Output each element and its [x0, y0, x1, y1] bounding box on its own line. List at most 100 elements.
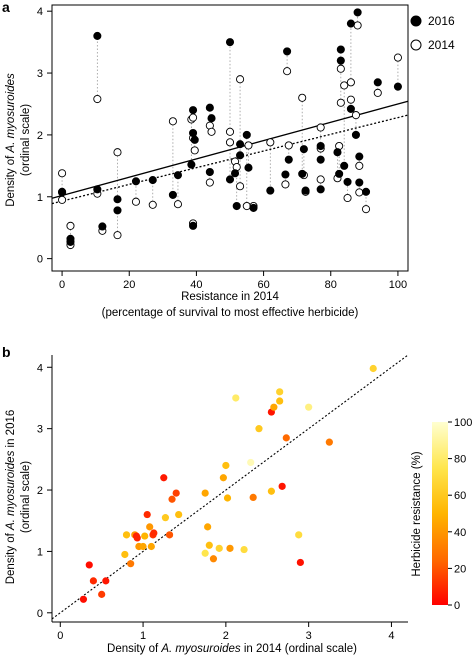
- panel-b-y-label-text: Density of: [5, 530, 17, 584]
- point-2016: [393, 82, 402, 91]
- point-site: [219, 474, 227, 482]
- point-2014: [58, 169, 67, 178]
- colorbar-tick-label: 100: [454, 417, 472, 429]
- legend-marker-2014: [410, 39, 422, 51]
- point-2016: [249, 203, 258, 212]
- point-2016: [189, 106, 198, 115]
- point-2014: [113, 231, 122, 240]
- point-2014: [316, 175, 325, 184]
- point-2014: [66, 221, 75, 230]
- point-site: [209, 555, 218, 563]
- point-2016: [236, 140, 245, 149]
- point-2016: [58, 187, 67, 196]
- y-tick-label: 4: [37, 6, 43, 18]
- legend: 2016 2014: [410, 14, 455, 52]
- point-2014: [346, 95, 355, 104]
- point-2014: [351, 111, 360, 120]
- point-2014: [316, 123, 325, 132]
- panel-a-fit-lines: [51, 100, 409, 205]
- point-2014: [281, 180, 290, 189]
- point-2016: [340, 161, 349, 170]
- point-2016: [187, 160, 196, 169]
- point-2014: [266, 138, 275, 147]
- point-2016: [355, 178, 364, 187]
- point-2016: [333, 148, 342, 157]
- y-tick-label: 2: [37, 485, 43, 497]
- point-site: [201, 549, 209, 557]
- point-2016: [242, 130, 251, 139]
- point-2016: [207, 114, 216, 123]
- point-2016: [225, 38, 235, 47]
- point-2016: [335, 169, 344, 178]
- point-site: [222, 461, 230, 470]
- point-site: [249, 493, 257, 501]
- point-2014: [393, 53, 402, 62]
- point-2014: [361, 205, 371, 214]
- point-2016: [93, 185, 102, 194]
- y-tick-label: 2: [37, 130, 43, 142]
- point-site: [160, 474, 168, 482]
- point-site: [175, 510, 183, 519]
- point-site: [282, 434, 290, 442]
- point-2016: [299, 145, 308, 154]
- point-site: [89, 577, 97, 585]
- point-site: [276, 397, 284, 405]
- point-2014: [244, 141, 253, 150]
- panel-b-x-label-species: A. myosuroides: [160, 643, 241, 655]
- point-2014: [148, 200, 157, 209]
- colorbar-ticks: 0 20 40 60 80 100: [448, 417, 472, 612]
- panel-b-letter: b: [2, 344, 11, 360]
- panel-a-points: [58, 8, 402, 250]
- point-2016: [301, 186, 310, 195]
- y-tick-label: 1: [37, 546, 43, 558]
- point-2014: [355, 188, 364, 197]
- panel-b-y-label: Density of A. myosuroides in 2016: [5, 410, 17, 585]
- point-2016: [298, 169, 307, 178]
- panel-a-ticks: 0 20 40 60 80 100 0 1 2 3 4: [37, 6, 407, 291]
- point-2014: [58, 195, 67, 204]
- point-2016: [316, 141, 325, 151]
- point-2016: [336, 56, 345, 65]
- point-2016: [113, 195, 122, 204]
- panel-a-frame: [51, 4, 409, 272]
- point-site: [205, 541, 213, 549]
- point-2014: [173, 200, 182, 209]
- y-tick-label: 1: [37, 192, 43, 204]
- point-site: [267, 487, 275, 495]
- point-site: [276, 388, 284, 396]
- point-2014: [131, 197, 141, 206]
- point-2014: [225, 138, 235, 147]
- point-2014: [336, 98, 345, 107]
- point-2014: [190, 146, 199, 155]
- point-2016: [346, 104, 355, 113]
- point-site: [215, 544, 223, 552]
- point-2016: [190, 135, 199, 144]
- point-2016: [351, 130, 360, 139]
- point-site: [305, 403, 313, 411]
- point-site: [121, 550, 129, 559]
- point-site: [133, 534, 141, 542]
- point-site: [139, 542, 147, 551]
- panel-a-y-label-species: A. myosuroides: [5, 73, 17, 154]
- point-site: [369, 364, 377, 373]
- point-site: [296, 558, 304, 567]
- panel-a-y-label-2: (ordinal scale): [20, 104, 32, 176]
- point-2014: [298, 93, 307, 102]
- point-2014: [205, 178, 214, 187]
- point-site: [201, 489, 209, 497]
- point-2016: [189, 221, 198, 230]
- point-site: [85, 561, 93, 569]
- fit-line-2016: [51, 100, 409, 199]
- point-2016: [66, 237, 75, 246]
- point-2016: [355, 152, 364, 161]
- y-tick-label: 0: [37, 254, 43, 266]
- point-site: [172, 489, 180, 497]
- point-2014: [373, 88, 382, 97]
- point-2014: [168, 117, 177, 126]
- point-2016: [93, 31, 102, 40]
- point-2016: [131, 177, 141, 186]
- panel-b-reference-line: [51, 354, 409, 620]
- point-2016: [373, 78, 382, 87]
- point-site: [150, 529, 158, 537]
